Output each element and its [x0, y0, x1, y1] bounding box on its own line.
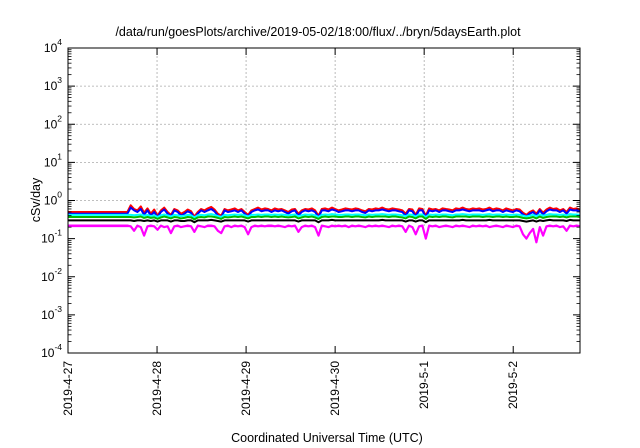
x-axis-label: Coordinated Universal Time (UTC) [231, 431, 423, 445]
x-tick-label: 2019-4-29 [239, 361, 253, 416]
y-tick-label: 10-1 [41, 228, 62, 246]
y-tick-label: 104 [44, 37, 62, 55]
ticks [67, 47, 580, 354]
series-5-line [68, 218, 580, 224]
series-4-line [68, 215, 580, 221]
y-tick-label: 10-2 [41, 266, 62, 284]
x-tick-label: 2019-4-27 [61, 361, 75, 416]
y-tick-label: 10-4 [41, 342, 62, 360]
x-tick-label: 2019-5-2 [506, 361, 520, 409]
x-tick-label: 2019-5-1 [417, 361, 431, 409]
x-tick-label: 2019-4-30 [328, 361, 342, 416]
series-1-line [68, 204, 580, 218]
series-3-line [68, 213, 580, 219]
series-0-line [68, 224, 580, 244]
y-tick-label: 10-3 [41, 304, 62, 322]
series-0-floor-mask [68, 227, 580, 353]
chart-title: /data/run/goesPlots/archive/2019-05-02/1… [115, 25, 521, 39]
tick-labels: 10-4 10-3 10-2 10-1 100 101 102 103 104 2019-4-27… [41, 37, 520, 416]
y-axis-label: cSv/day [29, 177, 43, 222]
series-layer [68, 204, 580, 353]
y-tick-label: 100 [44, 190, 62, 208]
y-tick-label: 101 [44, 151, 62, 169]
series-2-line [68, 206, 580, 220]
y-tick-label: 102 [44, 113, 62, 131]
x-tick-label: 2019-4-28 [150, 361, 164, 416]
y-tick-label: 103 [44, 75, 62, 93]
